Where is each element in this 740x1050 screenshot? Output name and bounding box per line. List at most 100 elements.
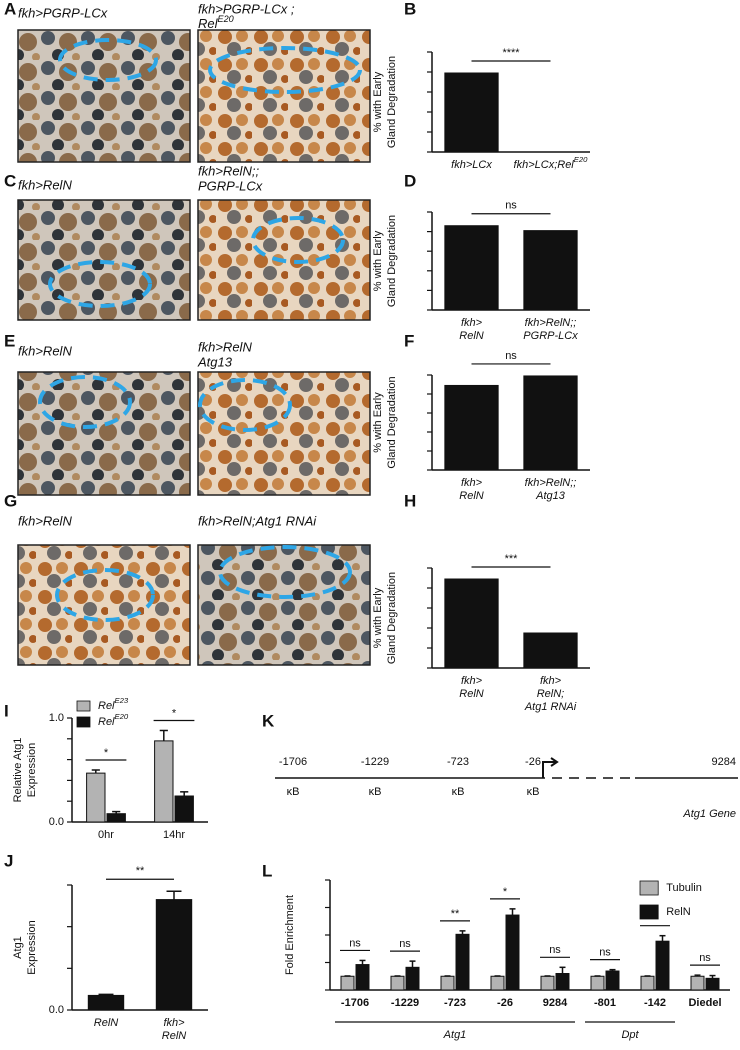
highlight-ellipse — [58, 38, 158, 82]
x-tick-label: RelN — [459, 688, 484, 700]
site-motif: κB — [527, 786, 540, 798]
x-tick-label: -1706 — [341, 997, 369, 1009]
image-caption: fkh>RelN — [18, 513, 72, 528]
panel-label: D — [404, 171, 416, 190]
y-axis-label: % with Early — [372, 230, 384, 291]
image-caption: fkh>RelN — [198, 339, 252, 354]
highlight-ellipse — [48, 260, 152, 308]
group-label: Dpt — [621, 1029, 639, 1041]
x-tick-label: fkh> — [461, 317, 483, 329]
bar — [505, 914, 520, 991]
error-bar — [694, 974, 701, 977]
bar — [605, 970, 620, 991]
x-tick-label: RelN — [94, 1017, 119, 1029]
error-bar — [180, 791, 189, 796]
gene-name: Atg1 Gene — [682, 808, 736, 820]
legend-label: Tubulin — [666, 882, 702, 894]
gene-end: 9284 — [712, 756, 736, 768]
bar — [640, 975, 655, 991]
image-caption: fkh>PGRP-LCx — [18, 5, 108, 20]
micrograph — [197, 544, 371, 666]
x-tick-label: RelN — [162, 1030, 187, 1042]
highlight-ellipse — [198, 378, 292, 432]
y-tick-label: 0.0 — [49, 1004, 64, 1016]
x-tick-label: fkh>RelN;; — [525, 317, 577, 329]
text-part: Rel — [98, 716, 115, 728]
y-axis-label: Expression — [26, 743, 38, 797]
bar — [444, 72, 499, 153]
x-tick-label: -26 — [497, 997, 513, 1009]
superscript: E20 — [574, 155, 588, 164]
panel-label: C — [4, 171, 16, 190]
error-bar — [559, 966, 566, 974]
micrograph — [17, 199, 191, 321]
bar — [523, 375, 578, 471]
bar — [705, 977, 720, 991]
y-tick-label: 0.0 — [49, 816, 64, 828]
y-axis-label: Gland Degradation — [386, 376, 398, 468]
y-tick-label: 1.0 — [49, 712, 64, 724]
y-axis-label: Atg1 — [12, 936, 24, 959]
highlight-ellipse — [251, 216, 345, 264]
significance-label: * — [172, 707, 177, 719]
image-caption: Atg13 — [197, 354, 233, 369]
x-tick-label: Diedel — [688, 997, 721, 1009]
x-tick-label: fkh>LCx — [451, 159, 492, 171]
site-position: -1229 — [361, 756, 389, 768]
bar — [690, 975, 705, 991]
x-tick-label: fkh> — [163, 1017, 185, 1029]
x-tick-label: 14hr — [163, 829, 185, 841]
bar — [154, 740, 174, 823]
legend-swatch — [76, 716, 91, 728]
significance-label: ns — [505, 350, 517, 362]
panel-label: I — [4, 701, 9, 720]
bar — [340, 975, 355, 991]
bar — [86, 772, 106, 823]
image-caption: fkh>RelN — [18, 177, 72, 192]
significance-label: *** — [505, 553, 519, 565]
significance-label: * — [104, 747, 109, 759]
error-bar — [166, 890, 182, 900]
error-bar — [159, 729, 168, 741]
highlight-ellipse — [38, 375, 132, 429]
bar — [87, 994, 125, 1011]
bar — [590, 975, 605, 991]
panel-label: G — [4, 491, 17, 510]
y-axis-label: Relative Atg1 — [12, 738, 24, 803]
bar — [555, 973, 570, 991]
x-tick-label: PGRP-LCx — [523, 330, 578, 342]
x-tick-label: -1229 — [391, 997, 419, 1009]
x-tick-label: 9284 — [543, 997, 568, 1009]
x-tick-label: 0hr — [98, 829, 114, 841]
error-bar — [609, 968, 616, 972]
panel-label: L — [262, 861, 272, 880]
legend-label: RelE23 — [98, 696, 129, 712]
y-axis-label: % with Early — [372, 587, 384, 648]
micrograph — [17, 544, 191, 666]
bar — [106, 813, 126, 823]
y-axis-label: Expression — [26, 920, 38, 974]
x-tick-label: -142 — [644, 997, 666, 1009]
micrograph — [17, 371, 191, 496]
image-caption: fkh>RelN;Atg1 RNAi — [198, 513, 317, 528]
site-motif: κB — [452, 786, 465, 798]
y-axis-label: Gland Degradation — [386, 572, 398, 664]
significance-label: **** — [502, 47, 520, 59]
legend-swatch — [639, 904, 659, 920]
error-bar — [659, 934, 666, 942]
bar — [490, 975, 505, 991]
error-bar — [709, 974, 716, 979]
text-part: fkh>LCx;Rel — [514, 159, 575, 171]
x-tick-label: -723 — [444, 997, 466, 1009]
error-bar — [409, 960, 416, 968]
image-caption: PGRP-LCx — [198, 178, 263, 193]
error-bar — [98, 993, 114, 996]
bar — [355, 964, 370, 991]
legend-swatch — [639, 880, 659, 896]
bar — [440, 975, 455, 991]
x-tick-label: -801 — [594, 997, 616, 1009]
tss-arrow — [542, 757, 559, 778]
superscript: E23 — [115, 696, 129, 705]
bar — [455, 933, 470, 991]
